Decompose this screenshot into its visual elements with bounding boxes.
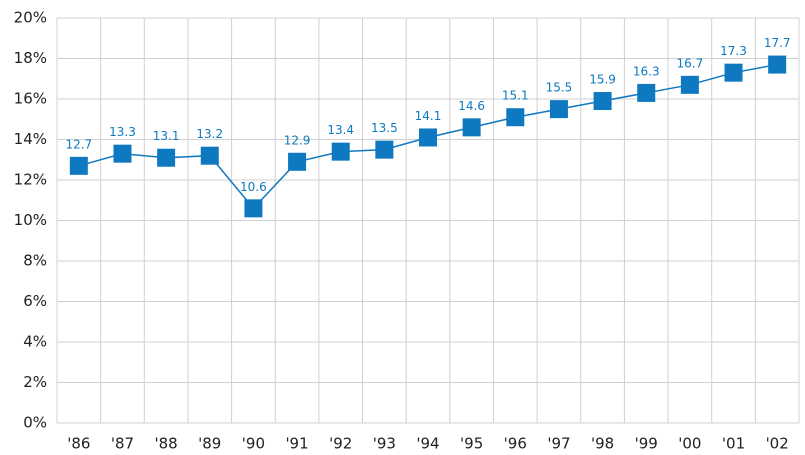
y-tick-label: 2% — [23, 373, 47, 391]
data-label: 12.7 — [65, 137, 92, 151]
x-tick-label: '96 — [504, 435, 527, 453]
x-tick-label: '01 — [722, 435, 745, 453]
data-label: 15.9 — [589, 73, 616, 87]
data-label: 14.1 — [415, 109, 442, 123]
marker — [331, 142, 350, 161]
marker — [69, 156, 88, 175]
y-tick-label: 20% — [14, 9, 47, 27]
x-tick-label: '97 — [547, 435, 570, 453]
y-tick-label: 10% — [14, 211, 47, 229]
x-tick-label: '87 — [111, 435, 134, 453]
marker — [375, 140, 394, 159]
y-tick-label: 14% — [14, 130, 47, 148]
y-tick-label: 8% — [23, 252, 47, 270]
x-tick-label: '89 — [198, 435, 221, 453]
marker — [113, 144, 132, 163]
data-label: 17.7 — [764, 36, 791, 50]
data-label: 17.3 — [720, 44, 747, 58]
marker — [768, 55, 787, 74]
marker — [244, 199, 263, 218]
data-label: 12.9 — [284, 133, 311, 147]
marker — [462, 118, 481, 137]
marker — [419, 128, 437, 147]
data-label: 14.6 — [458, 99, 485, 113]
x-tick-label: '99 — [635, 435, 658, 453]
marker — [680, 75, 699, 94]
x-tick-label: '95 — [460, 435, 483, 453]
x-tick-label: '02 — [766, 435, 789, 453]
marker — [506, 108, 525, 127]
marker — [549, 100, 568, 119]
marker — [157, 148, 176, 167]
y-tick-label: 0% — [23, 414, 47, 432]
y-tick-label: 18% — [14, 49, 47, 67]
x-tick-label: '90 — [242, 435, 265, 453]
x-tick-label: '00 — [678, 435, 701, 453]
y-tick-label: 12% — [14, 171, 47, 189]
x-tick-label: '92 — [329, 435, 352, 453]
marker — [637, 83, 656, 102]
y-tick-label: 6% — [23, 292, 47, 310]
marker — [200, 146, 219, 165]
y-tick-label: 4% — [23, 333, 47, 351]
data-label: 13.3 — [109, 125, 136, 139]
x-tick-label: '94 — [416, 435, 439, 453]
data-label: 10.6 — [240, 180, 267, 194]
data-label: 16.3 — [633, 64, 660, 78]
data-label: 15.1 — [502, 89, 529, 103]
x-tick-label: '98 — [591, 435, 614, 453]
data-label: 13.4 — [327, 123, 354, 137]
x-tick-label: '93 — [373, 435, 396, 453]
data-label: 16.7 — [677, 56, 704, 70]
y-tick-label: 16% — [14, 90, 47, 108]
data-label: 15.5 — [546, 81, 573, 95]
x-tick-label: '88 — [155, 435, 178, 453]
marker — [593, 92, 612, 111]
marker — [724, 63, 743, 82]
marker — [288, 152, 307, 171]
x-tick-label: '91 — [285, 435, 308, 453]
data-label: 13.2 — [196, 127, 223, 141]
x-tick-label: '86 — [67, 435, 90, 453]
data-label: 13.5 — [371, 121, 398, 135]
data-label: 13.1 — [153, 129, 180, 143]
